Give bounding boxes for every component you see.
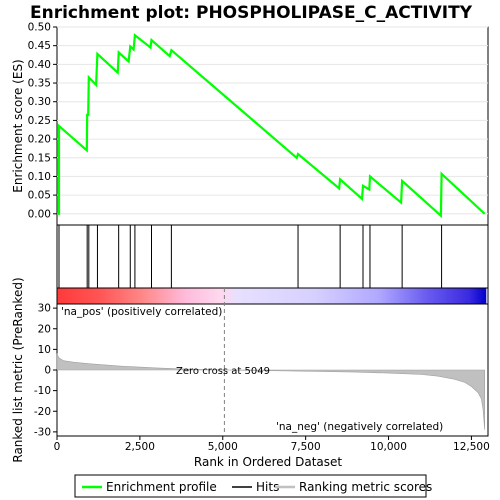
- chart-title: Enrichment plot: PHOSPHOLIPASE_C_ACTIVIT…: [30, 3, 473, 23]
- bottom-y-axis-label: Ranked list metric (PreRanked): [11, 277, 25, 462]
- top-y-tick-label: 0.25: [28, 115, 51, 127]
- bottom-y-tick-label: -30: [34, 426, 51, 438]
- bottom-y-tick-label: 20: [38, 323, 51, 335]
- ranking-metric-area: [56, 353, 485, 430]
- bottom-y-tick-label: -10: [34, 385, 51, 397]
- x-axis-label: Rank in Ordered Dataset: [194, 455, 342, 469]
- legend-enrichment-label: Enrichment profile: [106, 480, 217, 494]
- top-y-tick-label: 0.45: [28, 40, 51, 52]
- top-y-tick-label: 0.10: [28, 171, 51, 183]
- legend-metric-label: Ranking metric scores: [299, 480, 432, 494]
- bottom-y-tick-label: 10: [38, 344, 51, 356]
- legend-hits-label: Hits: [256, 480, 279, 494]
- positive-correlation-label: 'na_pos' (positively correlated): [61, 306, 222, 318]
- negative-correlation-label: 'na_neg' (negatively correlated): [276, 421, 443, 433]
- ranking-colorbar: [56, 287, 489, 305]
- top-y-tick-label: 0.35: [28, 78, 51, 90]
- top-y-tick-label: 0.00: [28, 208, 51, 220]
- top-y-tick-label: 0.50: [28, 22, 51, 34]
- bottom-y-tick-label: -20: [34, 406, 51, 418]
- colorbar-gradient: [57, 288, 487, 304]
- ranked-metric-panel: 30 20 10 0 -10 -20 -30 0 2,500 5,000 7,500 10,000 1…: [11, 277, 490, 469]
- top-y-tick-label: 0.15: [28, 152, 51, 164]
- bottom-y-tick-label: 30: [38, 303, 51, 315]
- top-y-tick-label: 0.40: [28, 59, 51, 71]
- hits-panel: [56, 224, 489, 289]
- x-tick-label: 7,500: [291, 441, 321, 453]
- legend-frame: [74, 474, 427, 498]
- enrichment-profile-line: [57, 33, 486, 219]
- zero-cross-label: Zero cross at 5049: [176, 366, 270, 377]
- top-y-axis-label: Enrichment score (ES): [11, 59, 25, 192]
- top-y-tick-label: 0.30: [28, 96, 51, 108]
- hits-panel-frame: [56, 224, 489, 289]
- x-tick-label: 10,000: [370, 441, 407, 453]
- x-tick-label: 5,000: [208, 441, 238, 453]
- top-y-tick-label: 0.05: [28, 190, 51, 202]
- x-tick-label: 2,500: [125, 441, 155, 453]
- x-tick-label: 12,500: [453, 441, 490, 453]
- chart-legend: Enrichment profile Hits Ranking metric s…: [74, 474, 432, 498]
- x-tick-label: 0: [54, 441, 61, 453]
- bottom-y-tick-label: 0: [44, 365, 51, 377]
- top-y-tick-label: 0.20: [28, 134, 51, 146]
- enrichment-score-panel: 0.00 0.05 0.10 0.15 0.20 0.25 0.30 0.35 0.40 0.45…: [11, 22, 489, 226]
